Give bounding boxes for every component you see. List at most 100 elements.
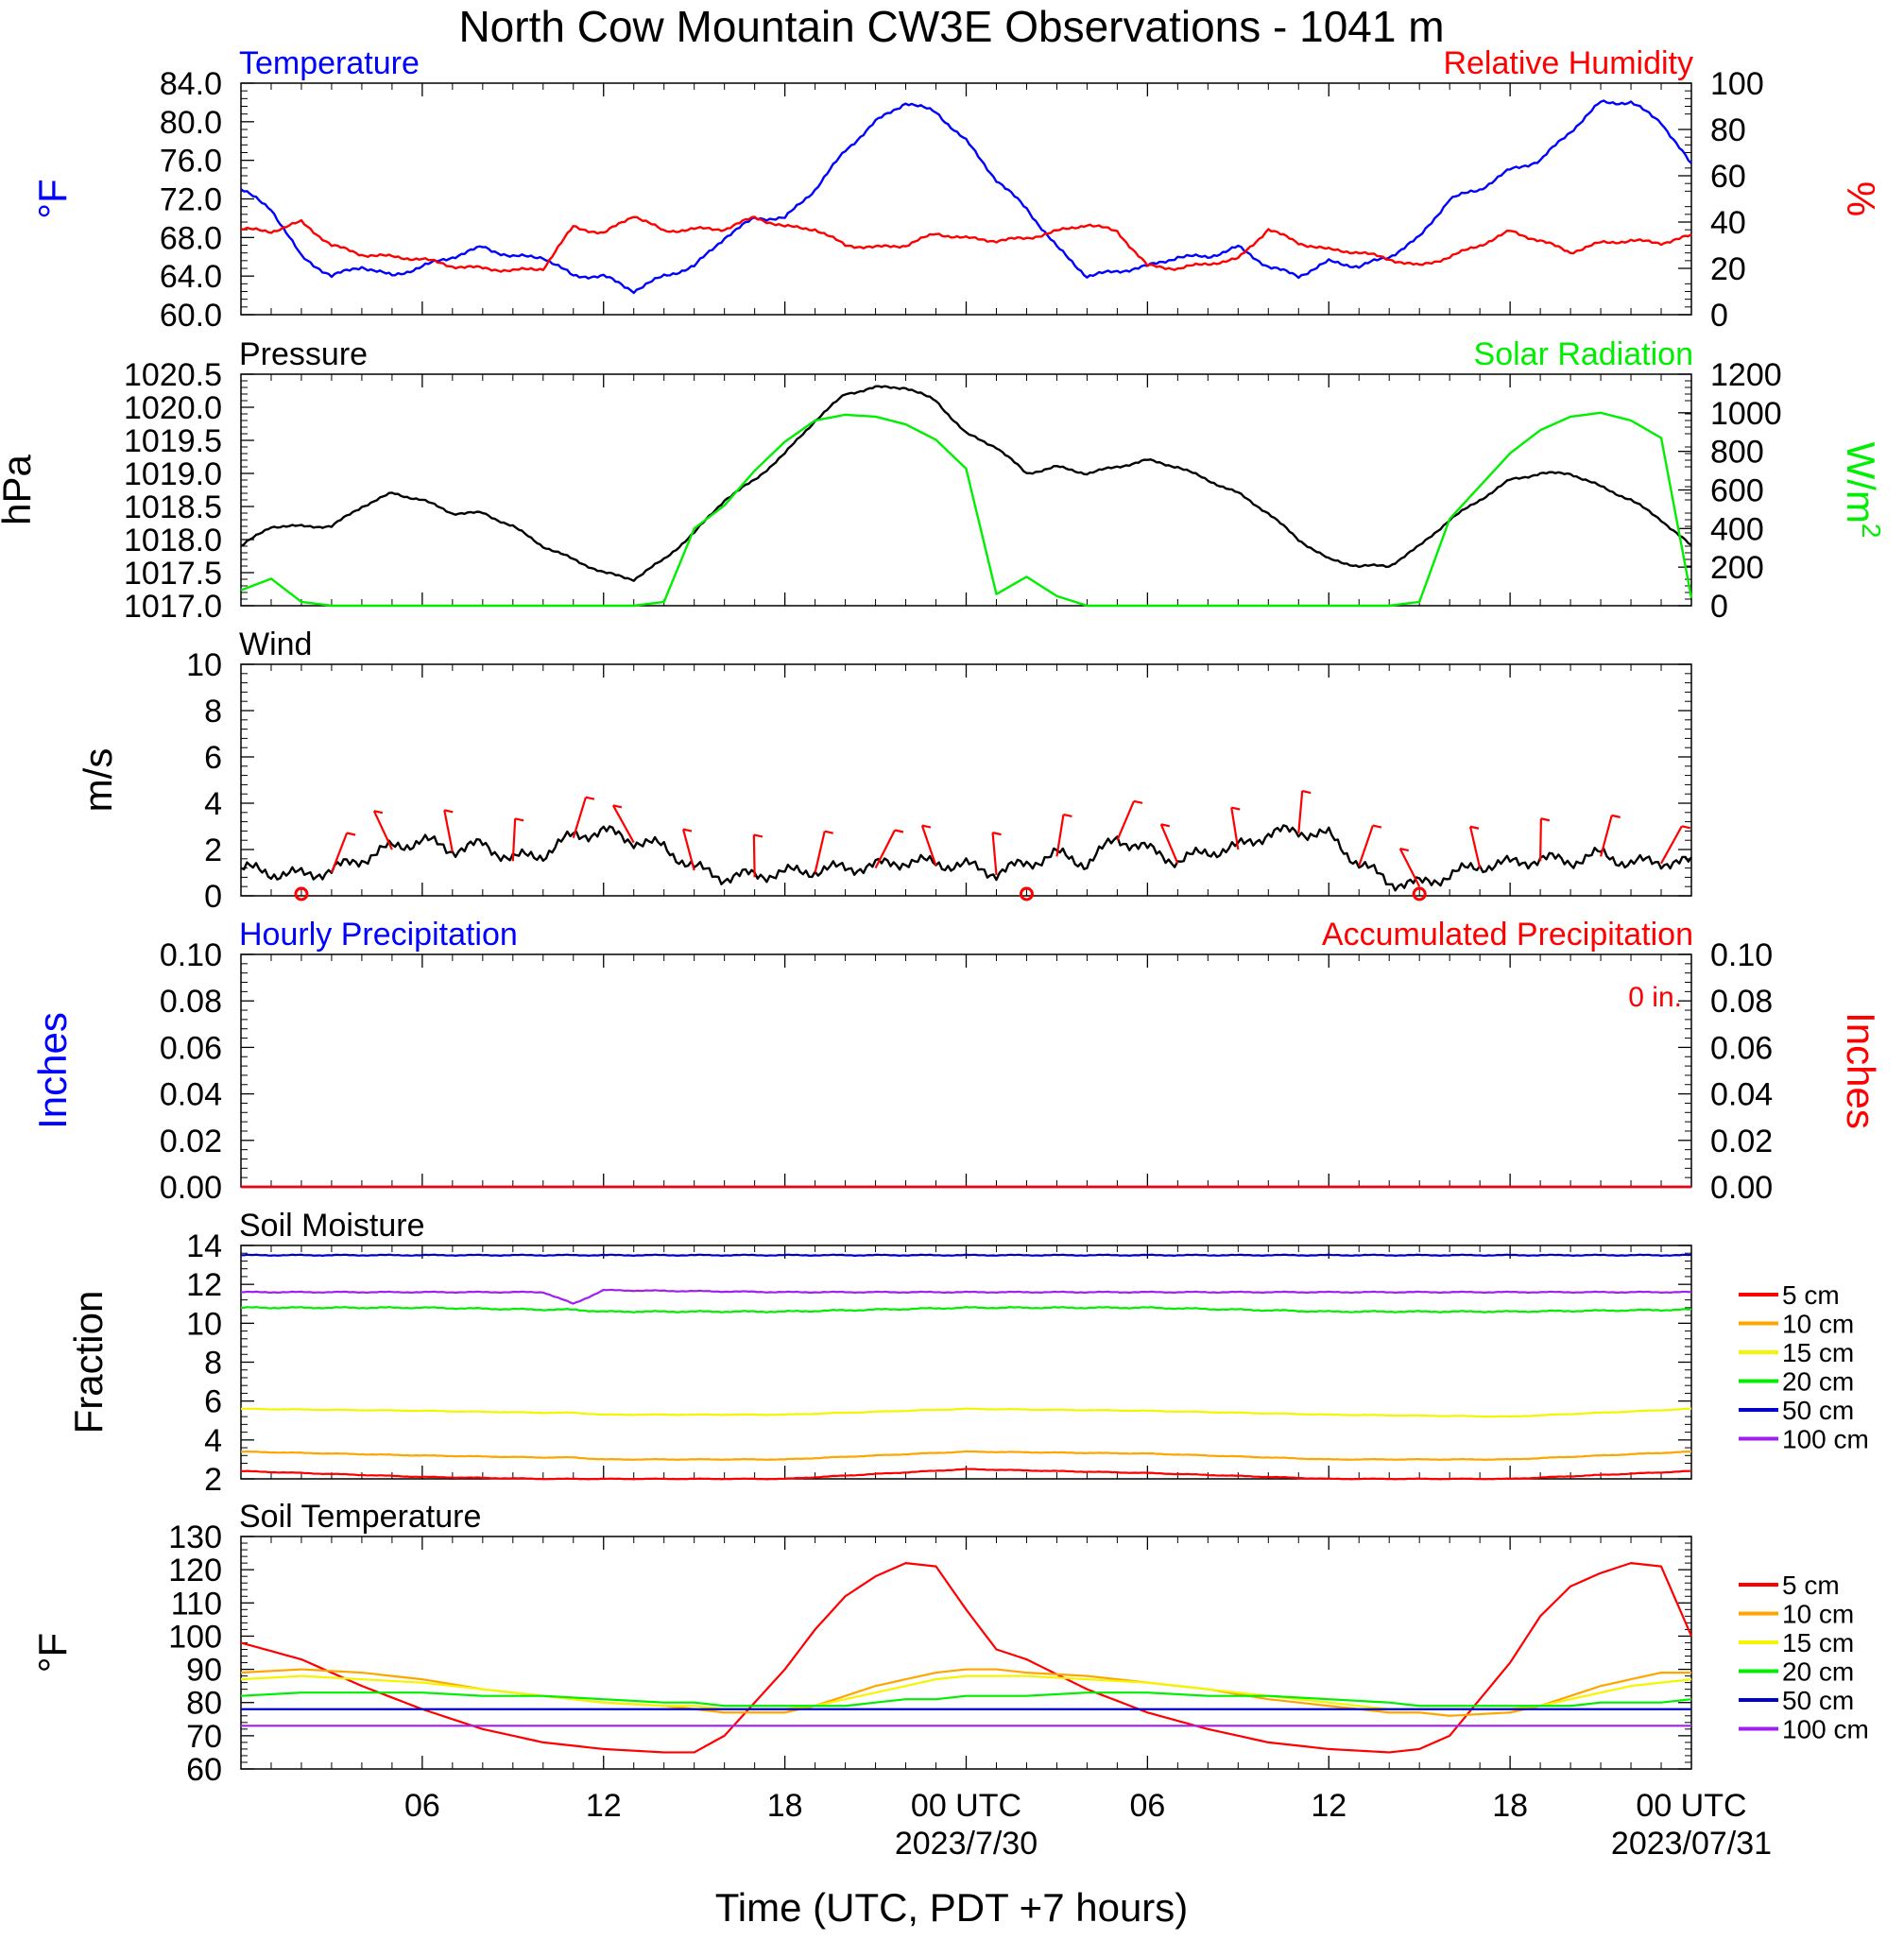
x-axis-label: Time (UTC, PDT +7 hours) [715,1885,1189,1930]
panel-precip: 0.00 0.02 0.04 0.06 0.08 0.10 0.00 0.02 0.04 0.06… [30,917,1883,1206]
legend-label: 5 cm [1782,1280,1840,1310]
wind-barb-flag [1133,799,1143,804]
series-5-cm [240,1468,1692,1481]
y-axis-label-left: Inches [30,1012,75,1129]
y-tick-label-left: 8 [204,694,222,730]
wind-barb-calm [1412,886,1427,901]
x-tick-label: 18 [1492,1788,1528,1824]
wind-barb [874,830,896,869]
legend-label: 15 cm [1782,1628,1854,1657]
y-tick-label-right: 40 [1710,205,1746,241]
y-tick-label-left: 8 [204,1346,222,1382]
wind-barb-flag [1399,848,1409,852]
y-tick-label-left: 0 [204,879,222,915]
y-tick-label-right: 0 [1710,589,1728,625]
y-tick-label-left: 60 [186,1752,222,1788]
y-axis-label-right: Inches [1839,1012,1883,1129]
y-tick-label-left: 2 [204,833,222,868]
y-tick-label-left: 64.0 [160,259,222,295]
y-tick-label-left: 0.10 [160,937,222,973]
y-tick-label-right: 0.08 [1710,984,1773,1020]
panel-title-right: Relative Humidity [1443,45,1693,81]
wind-barb [1358,825,1374,867]
y-tick-label-left: 12 [186,1267,222,1303]
x-tick-label: 06 [1129,1788,1165,1824]
wind-barb [681,829,695,871]
series-solar-radiation [240,411,1693,608]
wind-barb [1468,826,1482,868]
series-temperature [240,99,1692,295]
y-tick-label-right: 400 [1710,511,1764,547]
wind-barb [443,810,454,852]
panel-title-left: Soil Moisture [239,1208,425,1244]
panel-title-left: Hourly Precipitation [239,917,518,953]
x-tick-label: 12 [586,1788,622,1824]
y-axis-label-left: m/s [76,748,120,813]
y-axis-label-right: % [1839,181,1883,216]
y-tick-label-left: 1019.5 [124,423,222,459]
accumulated-total-label: 0 in. [1628,982,1682,1013]
wind-barb [1159,823,1179,865]
wind-barb-flag [1160,823,1171,828]
wind-barb-flag [894,829,904,833]
y-tick-label-left: 4 [204,786,222,822]
panel-title-right: Solar Radiation [1474,336,1693,372]
panel-frame [240,82,1692,316]
wind-barb-flag [612,804,623,809]
y-tick-label-left: 1017.0 [124,589,222,625]
wind-barb [1116,800,1135,841]
y-tick-label-right: 0.00 [1710,1170,1773,1206]
panel-title-right: Accumulated Precipitation [1322,917,1693,953]
wind-barb-flag [585,796,595,800]
x-tick-label: 12 [1311,1788,1347,1824]
y-tick-label-right: 1000 [1710,396,1782,432]
wind-barb [1539,818,1542,862]
y-tick-label-left: 6 [204,740,222,776]
y-tick-label-right: 0.10 [1710,937,1773,973]
x-tick-label: 18 [767,1788,803,1824]
y-tick-label-left: 68.0 [160,220,222,256]
series-15-cm [240,1407,1692,1418]
x-tick-label: 00 UTC [1636,1788,1746,1824]
wind-barb-flag [444,809,454,814]
y-tick-label-left: 90 [186,1653,222,1689]
x-tick-date-label: 2023/07/31 [1611,1826,1772,1862]
wind-barb-flag [346,832,356,836]
wind-barb [1230,807,1240,850]
y-tick-label-left: 120 [168,1553,222,1588]
wind-barb [1599,815,1613,857]
series-15-cm [240,1674,1692,1710]
legend-label: 5 cm [1782,1571,1840,1600]
y-tick-label-left: 0.08 [160,984,222,1020]
y-tick-label-left: 130 [168,1519,222,1555]
wind-barb [572,797,587,839]
y-tick-label-left: 80.0 [160,105,222,141]
series-20-cm [240,1305,1692,1313]
y-tick-label-left: 1020.5 [124,357,222,393]
panel-frame [240,1536,1692,1770]
legend-label: 20 cm [1782,1657,1854,1687]
wind-barb-flag [514,817,524,822]
series-relative-humidity [240,215,1692,273]
y-tick-label-right: 1200 [1710,357,1782,393]
wind-barb-flag [824,830,833,834]
wind-barb [1055,814,1065,857]
y-axis-label-right: W/m2 [1839,442,1886,539]
wind-barb [1297,790,1304,833]
y-axis-label-left: hPa [0,454,39,524]
y-tick-label-left: 72.0 [160,182,222,218]
wind-barb [1398,848,1421,887]
y-axis-label-right-text: Inches [1839,1012,1883,1129]
series-100-cm [240,1288,1692,1305]
wind-barb-flag [921,824,932,829]
legend-label: 50 cm [1782,1686,1854,1715]
wind-barb [330,833,349,873]
y-axis-label-superscript: 2 [1857,524,1886,539]
y-tick-label-left: 10 [186,647,222,683]
x-tick-label: 06 [404,1788,440,1824]
wind-barb [814,831,826,873]
y-tick-label-right: 20 [1710,251,1746,287]
y-axis-label-right-text: % [1839,181,1883,216]
